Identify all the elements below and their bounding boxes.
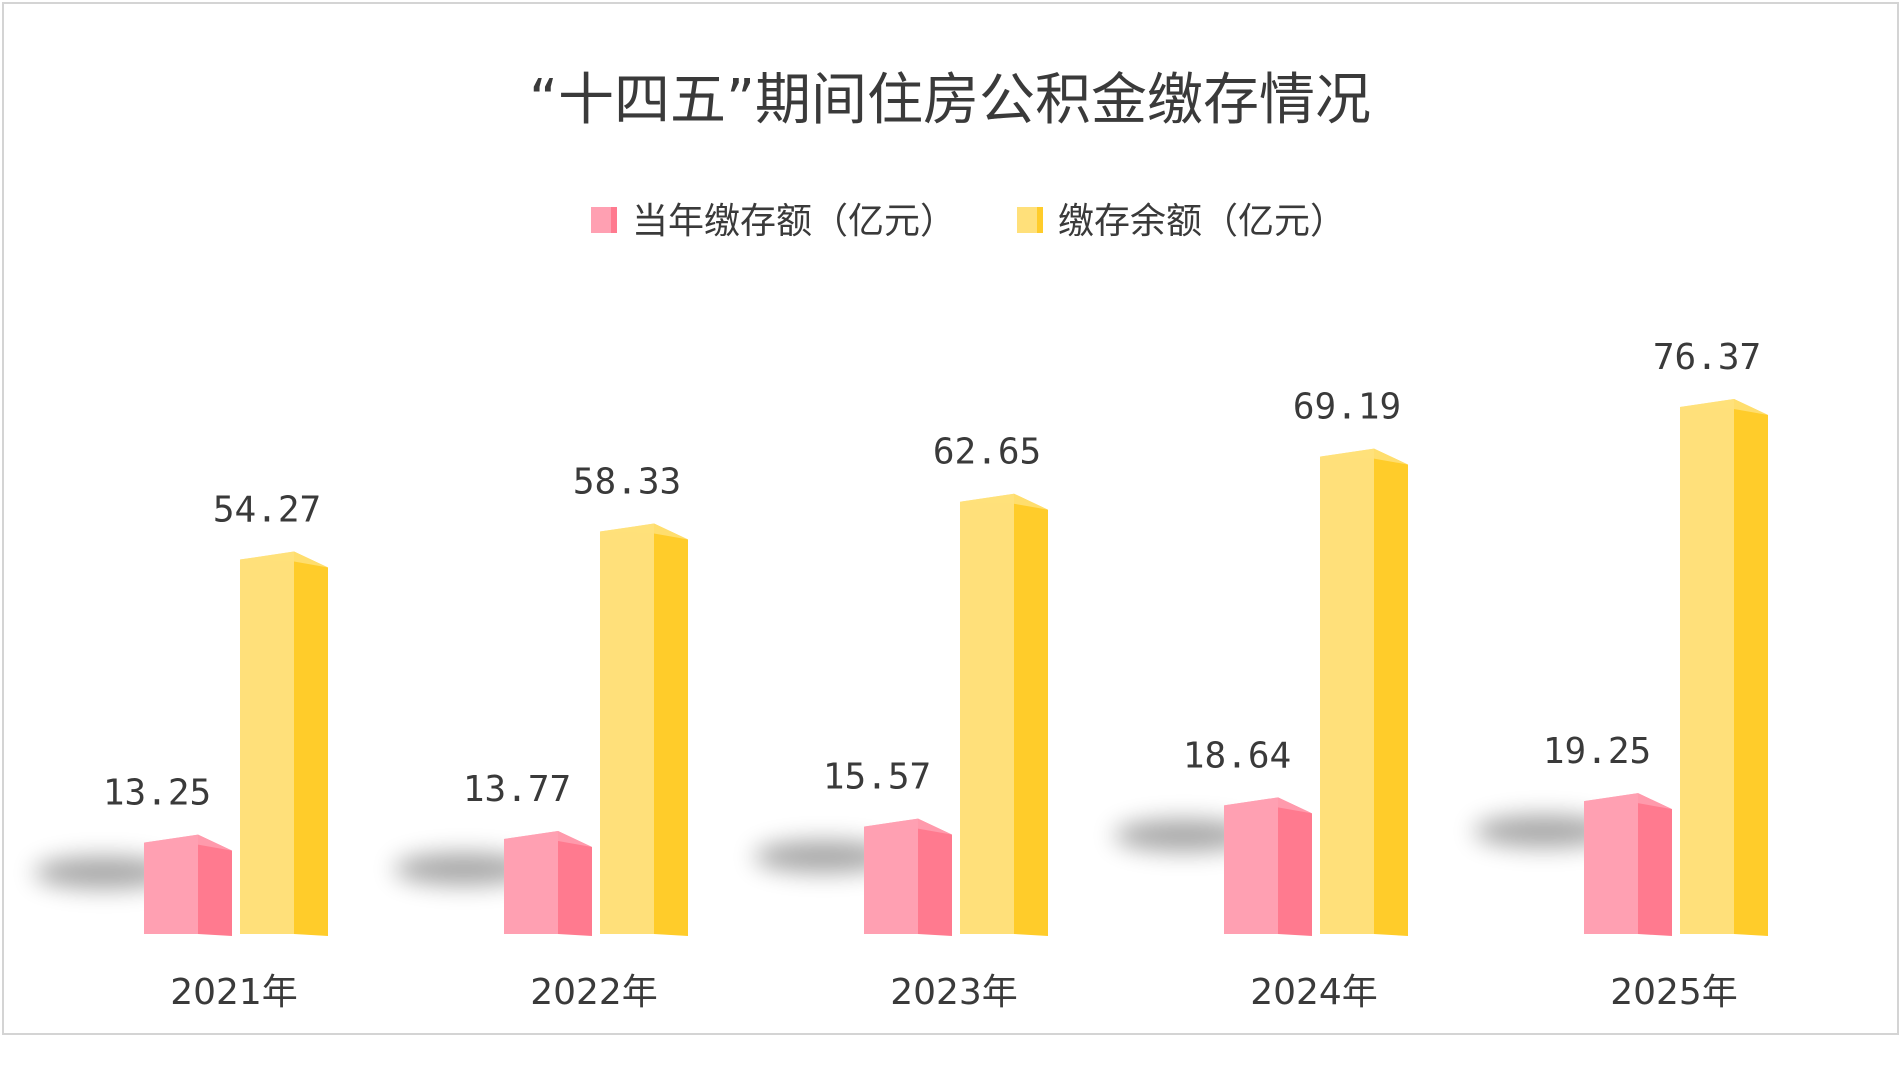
x-tick-label: 2025年 (1610, 972, 1738, 1013)
data-label: 15.57 (823, 757, 931, 798)
bar-front-face (1584, 793, 1638, 934)
bar-side-face (558, 830, 592, 936)
data-label: 62.65 (933, 432, 1041, 473)
bar-1-1 (144, 834, 232, 936)
bar-2-1 (240, 551, 328, 936)
plot-area: 13.25 54.27 2021年 13.77 58.33 2022年 15.57 62.65… (34, 337, 1768, 1013)
data-label: 54.27 (213, 490, 321, 531)
data-label: 19.25 (1543, 731, 1651, 772)
bar-1-2 (504, 830, 592, 936)
bar-1-3 (864, 818, 952, 936)
data-label: 13.25 (103, 773, 211, 814)
x-tick-label: 2021年 (170, 972, 298, 1013)
x-tick-label: 2023年 (890, 972, 1018, 1013)
bar-front-face (144, 834, 198, 934)
bar-shadow (34, 856, 174, 889)
bar-side-face (1014, 493, 1048, 936)
bar-shadow (1114, 819, 1254, 852)
bar-side-face (1374, 448, 1408, 936)
legend-label-series-1: 当年缴存额（亿元） (632, 201, 956, 242)
x-tick-label: 2022年 (530, 972, 658, 1013)
data-label: 58.33 (573, 462, 681, 503)
bar-front-face (864, 818, 918, 934)
bar-1-5 (1584, 793, 1672, 936)
bar-top-face (240, 551, 328, 568)
bar-side-face (294, 551, 328, 936)
legend-swatch-side-series-1 (611, 207, 617, 233)
bar-1-4 (1224, 797, 1312, 936)
bar-side-face (1734, 399, 1768, 936)
legend-swatch-series-2 (1017, 207, 1037, 233)
bar-side-face (918, 818, 952, 936)
bar-2-2 (600, 523, 688, 936)
bar-front-face (960, 493, 1014, 934)
chart-frame: “十四五”期间住房公积金缴存情况 当年缴存额（亿元） 缴存余额（亿元） 13.2… (2, 2, 1899, 1035)
bar-front-face (600, 523, 654, 934)
bar-top-face (960, 493, 1048, 510)
bar-side-face (1638, 793, 1672, 936)
bar-side-face (654, 523, 688, 936)
bar-shadow (394, 852, 534, 885)
bar-side-face (198, 834, 232, 936)
x-tick-label: 2024年 (1250, 972, 1378, 1013)
legend-item-series-2: 缴存余额（亿元） (1017, 201, 1346, 242)
data-label: 69.19 (1293, 387, 1401, 428)
legend-label-series-2: 缴存余额（亿元） (1058, 201, 1346, 242)
bar-front-face (1224, 797, 1278, 934)
bar-front-face (1320, 448, 1374, 934)
bar-chart: “十四五”期间住房公积金缴存情况 当年缴存额（亿元） 缴存余额（亿元） 13.2… (34, 68, 1768, 1013)
bar-top-face (1584, 793, 1672, 810)
legend-swatch-series-1 (591, 207, 611, 233)
chart-title: “十四五”期间住房公积金缴存情况 (529, 68, 1371, 133)
bar-2-4 (1320, 448, 1408, 936)
bar-front-face (240, 551, 294, 934)
bar-2-3 (960, 493, 1048, 936)
data-label: 18.64 (1183, 735, 1291, 776)
bar-shadow (754, 840, 894, 873)
bar-top-face (144, 834, 232, 851)
bar-top-face (864, 818, 952, 835)
bar-shadow (1474, 815, 1614, 848)
data-label: 13.77 (463, 769, 571, 810)
legend: 当年缴存额（亿元） 缴存余额（亿元） (591, 201, 1346, 242)
legend-item-series-1: 当年缴存额（亿元） (591, 201, 956, 242)
bar-front-face (1680, 399, 1734, 934)
bar-top-face (1680, 399, 1768, 416)
bar-top-face (1224, 797, 1312, 814)
bar-front-face (504, 830, 558, 934)
bar-top-face (504, 830, 592, 847)
bar-side-face (1278, 797, 1312, 936)
bar-top-face (600, 523, 688, 540)
bar-top-face (1320, 448, 1408, 465)
data-label: 76.37 (1653, 337, 1761, 378)
bar-2-5 (1680, 399, 1768, 936)
legend-swatch-side-series-2 (1037, 207, 1043, 233)
